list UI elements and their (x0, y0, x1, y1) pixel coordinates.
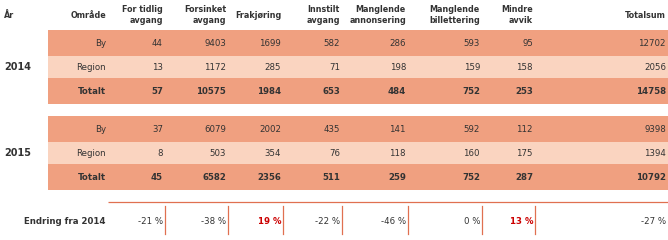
Text: Totalt: Totalt (78, 173, 106, 181)
Text: Manglende
annonsering: Manglende annonsering (349, 5, 406, 25)
Text: 71: 71 (329, 62, 340, 72)
Text: 6079: 6079 (204, 125, 226, 133)
Text: 9398: 9398 (644, 125, 666, 133)
Text: 1984: 1984 (257, 86, 281, 96)
Bar (48, 78, 668, 104)
Text: Område: Område (70, 11, 106, 19)
Text: -38 %: -38 % (201, 216, 226, 226)
Text: Frakjøring: Frakjøring (234, 11, 281, 19)
Text: 12702: 12702 (639, 38, 666, 48)
Text: 10792: 10792 (636, 173, 666, 181)
Bar (48, 164, 668, 190)
Text: 10575: 10575 (196, 86, 226, 96)
Bar (0, 56, 108, 78)
Text: 582: 582 (323, 38, 340, 48)
Bar (48, 142, 668, 164)
Text: 95: 95 (522, 38, 533, 48)
Text: År: År (4, 11, 14, 19)
Text: 503: 503 (210, 149, 226, 157)
Text: 9403: 9403 (204, 38, 226, 48)
Text: Endring fra 2014: Endring fra 2014 (25, 216, 106, 226)
Text: 2356: 2356 (257, 173, 281, 181)
Text: 14758: 14758 (636, 86, 666, 96)
Text: 175: 175 (516, 149, 533, 157)
Text: -27 %: -27 % (641, 216, 666, 226)
Bar (0, 202, 668, 240)
Bar (0, 78, 108, 104)
Text: 158: 158 (516, 62, 533, 72)
Text: 44: 44 (152, 38, 163, 48)
Text: 752: 752 (462, 173, 480, 181)
Text: 1172: 1172 (204, 62, 226, 72)
Text: Totalt: Totalt (78, 86, 106, 96)
Text: 19 %: 19 % (257, 216, 281, 226)
Text: 592: 592 (464, 125, 480, 133)
Text: 1699: 1699 (259, 38, 281, 48)
Text: 2002: 2002 (259, 125, 281, 133)
Text: 2014: 2014 (4, 62, 31, 72)
Text: For tidlig
avgang: For tidlig avgang (122, 5, 163, 25)
Text: 593: 593 (464, 38, 480, 48)
Text: 285: 285 (265, 62, 281, 72)
Text: 6582: 6582 (202, 173, 226, 181)
Text: 287: 287 (515, 173, 533, 181)
Bar (0, 116, 108, 142)
Text: -22 %: -22 % (315, 216, 340, 226)
Text: By: By (95, 38, 106, 48)
Text: Forsinket
avgang: Forsinket avgang (184, 5, 226, 25)
Text: 2056: 2056 (644, 62, 666, 72)
Text: 112: 112 (516, 125, 533, 133)
Text: 0 %: 0 % (464, 216, 480, 226)
Text: 511: 511 (322, 173, 340, 181)
Bar (48, 116, 668, 142)
Text: 13: 13 (152, 62, 163, 72)
Text: 13 %: 13 % (510, 216, 533, 226)
Text: 45: 45 (151, 173, 163, 181)
Text: 752: 752 (462, 86, 480, 96)
Text: 435: 435 (323, 125, 340, 133)
Text: 8: 8 (158, 149, 163, 157)
Bar (0, 0, 668, 30)
Text: Totalsum: Totalsum (625, 11, 666, 19)
Text: Region: Region (76, 62, 106, 72)
Text: 159: 159 (464, 62, 480, 72)
Bar (0, 164, 108, 190)
Bar (48, 30, 668, 56)
Bar (0, 142, 108, 164)
Text: 354: 354 (265, 149, 281, 157)
Text: 76: 76 (329, 149, 340, 157)
Text: 37: 37 (152, 125, 163, 133)
Text: 118: 118 (389, 149, 406, 157)
Text: 484: 484 (387, 86, 406, 96)
Text: 1394: 1394 (644, 149, 666, 157)
Text: -46 %: -46 % (381, 216, 406, 226)
Bar (0, 30, 108, 56)
Text: By: By (95, 125, 106, 133)
Bar (48, 56, 668, 78)
Text: 2015: 2015 (4, 148, 31, 158)
Text: 160: 160 (464, 149, 480, 157)
Text: 286: 286 (389, 38, 406, 48)
Text: -21 %: -21 % (138, 216, 163, 226)
Text: 653: 653 (322, 86, 340, 96)
Text: Manglende
billettering: Manglende billettering (430, 5, 480, 25)
Text: 253: 253 (515, 86, 533, 96)
Text: 141: 141 (389, 125, 406, 133)
Text: 198: 198 (389, 62, 406, 72)
Text: 57: 57 (151, 86, 163, 96)
Text: 259: 259 (388, 173, 406, 181)
Text: Region: Region (76, 149, 106, 157)
Text: Mindre
avvik: Mindre avvik (501, 5, 533, 25)
Text: Innstilt
avgang: Innstilt avgang (307, 5, 340, 25)
